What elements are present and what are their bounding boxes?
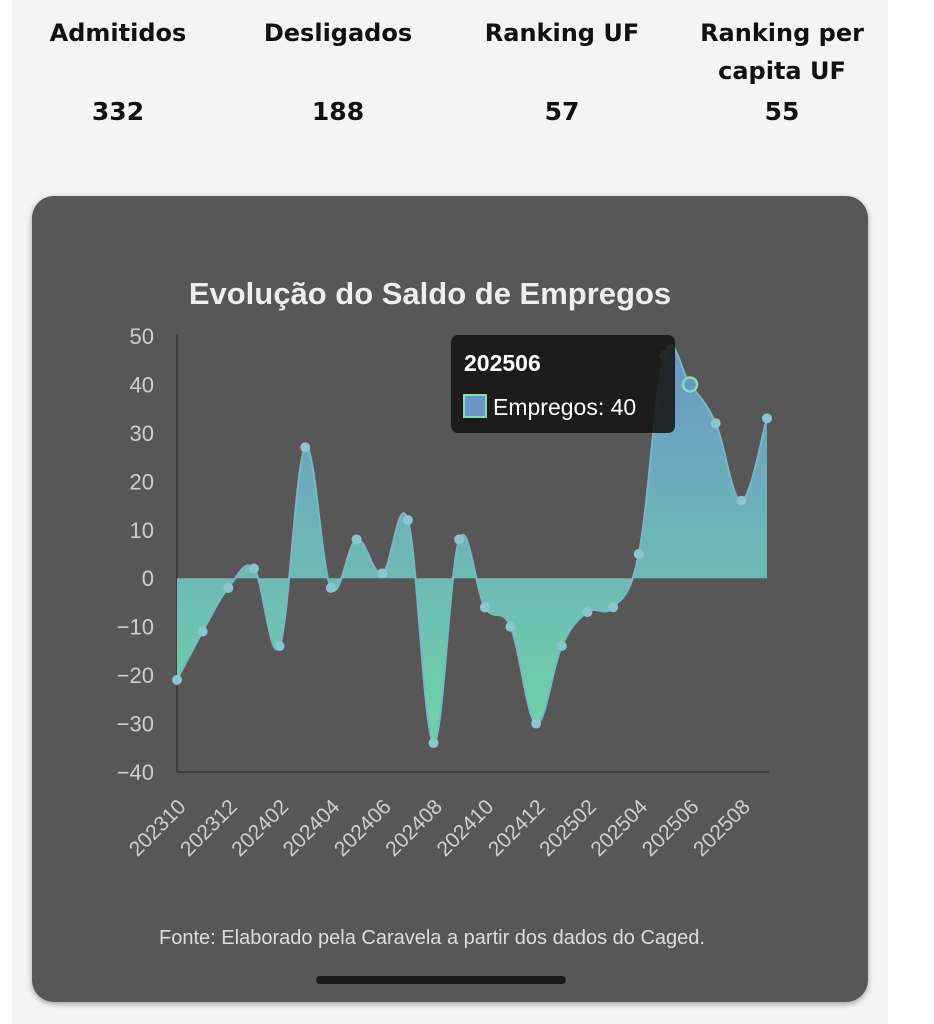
stat-label: Desligados bbox=[263, 19, 413, 47]
x-tick-label: 202310 bbox=[125, 795, 191, 861]
stat-ranking-per-capita: Ranking per capita UF 55 bbox=[672, 14, 892, 127]
chart-source: Fonte: Elaborado pela Caravela a partir … bbox=[159, 927, 705, 949]
data-point bbox=[197, 626, 208, 637]
stat-label: Ranking per capita UF bbox=[700, 19, 864, 85]
y-tick-label: 40 bbox=[130, 372, 154, 397]
data-point bbox=[172, 674, 182, 685]
data-point bbox=[377, 568, 388, 579]
data-point bbox=[505, 621, 516, 632]
stat-value: 55 bbox=[764, 97, 800, 126]
y-tick-label: 30 bbox=[130, 421, 154, 446]
x-tick-label: 202504 bbox=[586, 795, 652, 861]
x-tick-label: 202502 bbox=[535, 795, 601, 861]
tooltip: 202506 Empregos: 40 bbox=[451, 335, 675, 433]
data-point bbox=[428, 737, 439, 748]
stat-value: 188 bbox=[311, 97, 365, 126]
data-point bbox=[608, 602, 619, 613]
data-point bbox=[762, 413, 772, 424]
stat-label: Admitidos bbox=[49, 19, 187, 47]
stats-row: Admitidos 332 Desligados 188 Ranking UF … bbox=[12, 0, 888, 150]
tooltip-title: 202506 bbox=[464, 350, 541, 376]
x-tick-label: 202412 bbox=[484, 795, 550, 861]
data-point-highlighted bbox=[681, 376, 699, 393]
data-point bbox=[736, 495, 747, 506]
stat-ranking-uf: Ranking UF 57 bbox=[452, 14, 672, 127]
data-point bbox=[325, 582, 336, 593]
y-tick-label: −10 bbox=[117, 615, 154, 640]
x-tick-label: 202408 bbox=[381, 795, 447, 861]
series-area-empregos bbox=[177, 345, 767, 743]
data-point bbox=[402, 515, 413, 526]
x-tick-labels: 2023102023122024022024042024062024082024… bbox=[125, 795, 755, 861]
data-point bbox=[454, 534, 465, 545]
x-tick-label: 202506 bbox=[638, 795, 704, 861]
data-point bbox=[300, 442, 311, 453]
y-tick-label: −30 bbox=[117, 712, 154, 737]
stat-desligados: Desligados 188 bbox=[228, 14, 448, 127]
y-tick-label: −40 bbox=[117, 760, 154, 785]
data-point bbox=[556, 641, 567, 652]
data-point bbox=[633, 549, 644, 559]
y-tick-label: 0 bbox=[142, 566, 154, 591]
axes: 50 40 30 20 10 0 −10 −20 −30 −40 bbox=[117, 324, 769, 785]
data-points bbox=[172, 350, 772, 748]
data-point bbox=[248, 563, 259, 574]
data-point bbox=[479, 602, 490, 613]
stat-value: 332 bbox=[91, 97, 145, 126]
y-tick-label: 50 bbox=[130, 324, 154, 349]
y-tick-label: −20 bbox=[117, 663, 154, 688]
stat-label: Ranking UF bbox=[484, 19, 640, 47]
chart-card: Evolução do Saldo de Empregos 50 40 30 20 10… bbox=[32, 196, 868, 1002]
x-tick-label: 202312 bbox=[176, 795, 242, 861]
chart-title: Evolução do Saldo de Empregos bbox=[189, 276, 671, 311]
employment-chart[interactable]: Evolução do Saldo de Empregos 50 40 30 20 10… bbox=[32, 196, 868, 1002]
data-point bbox=[531, 718, 542, 729]
tooltip-swatch bbox=[463, 394, 487, 418]
x-tick-label: 202404 bbox=[279, 795, 345, 861]
y-tick-label: 20 bbox=[130, 469, 154, 494]
stat-value: 57 bbox=[544, 97, 580, 126]
home-indicator bbox=[316, 976, 566, 984]
data-point bbox=[582, 607, 593, 618]
stat-admitidos: Admitidos 332 bbox=[8, 14, 228, 127]
x-tick-label: 202410 bbox=[433, 795, 499, 861]
data-point bbox=[274, 641, 285, 652]
tooltip-box bbox=[451, 335, 675, 433]
tooltip-label: Empregos: 40 bbox=[493, 394, 636, 420]
data-point bbox=[351, 534, 362, 545]
y-tick-label: 10 bbox=[130, 518, 154, 543]
x-tick-label: 202402 bbox=[227, 795, 293, 861]
x-tick-label: 202508 bbox=[689, 795, 755, 861]
data-point bbox=[223, 582, 234, 593]
data-point bbox=[710, 418, 721, 429]
x-tick-label: 202406 bbox=[330, 795, 396, 861]
